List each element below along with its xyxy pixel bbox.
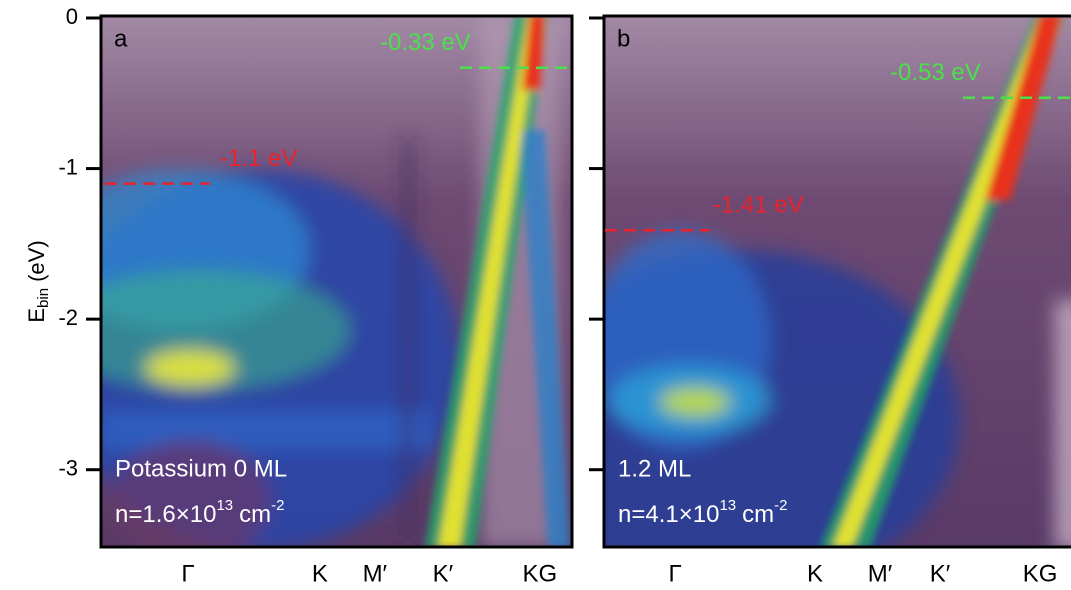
y-tick-label: -1 (58, 154, 78, 179)
density-label: n=1.6×1013 cm-2 (115, 497, 284, 528)
doping-label: Potassium 0 ML (115, 455, 287, 482)
doping-label: 1.2 ML (618, 455, 691, 482)
energy-label: -1.41 eV (713, 192, 804, 219)
y-tick-label: -2 (58, 305, 78, 330)
y-label-unit: (eV) (24, 240, 49, 282)
density-exp: 13 (216, 497, 233, 514)
x-tick-label: KG (1023, 560, 1058, 587)
x-tick-label: KG (523, 560, 558, 587)
density-exp: 13 (719, 497, 736, 514)
y-tick-label: -3 (58, 456, 78, 481)
x-tick-label: M′ (363, 560, 388, 587)
density-text: n=4.1×10 (618, 501, 719, 528)
spectrum-a (100, 15, 573, 548)
density-unit: cm (239, 501, 271, 528)
panel-label: a (114, 25, 128, 52)
y-tick-label: 0 (66, 4, 78, 29)
density-unit-exp: -2 (774, 497, 787, 514)
density-unit: cm (742, 501, 774, 528)
energy-label: -0.53 eV (890, 59, 981, 86)
frame-b (602, 14, 1071, 549)
x-tick-label: Γ (668, 560, 681, 587)
y-label-main: E (24, 308, 49, 323)
frame-a (99, 14, 574, 549)
x-tick-label: K′ (433, 560, 454, 587)
x-tick-label: K (807, 560, 823, 587)
energy-label: -0.33 eV (380, 29, 471, 56)
x-tick-label: Γ (181, 560, 194, 587)
energy-label: -1.1 eV (220, 145, 297, 172)
x-tick-label: M′ (868, 560, 893, 587)
density-unit-exp: -2 (271, 497, 284, 514)
panel-label: b (617, 25, 630, 52)
x-tick-label: K (312, 560, 328, 587)
spectrum-b (603, 15, 1071, 548)
x-tick-label: K′ (930, 560, 951, 587)
y-axis-label: Ebin (eV) (24, 240, 52, 322)
density-label: n=4.1×1013 cm-2 (618, 497, 787, 528)
y-label-sub: bin (35, 288, 52, 308)
density-text: n=1.6×10 (115, 501, 216, 528)
